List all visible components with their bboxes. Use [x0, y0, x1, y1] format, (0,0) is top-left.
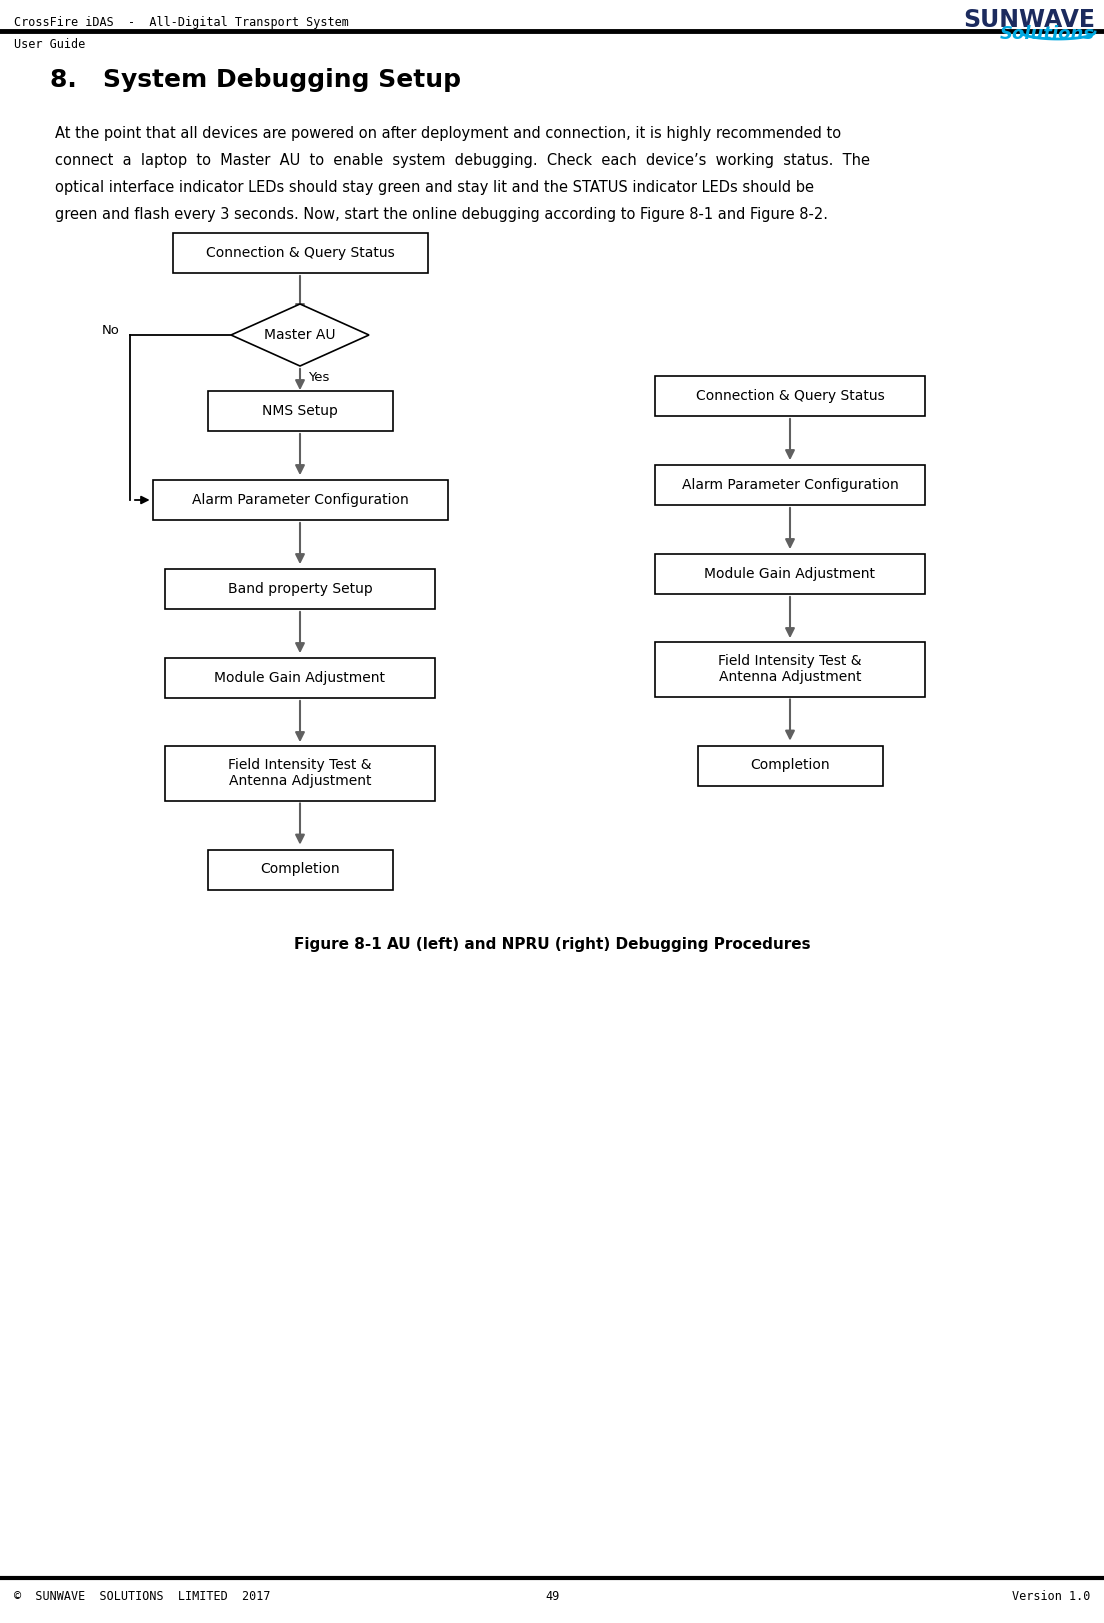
Text: Master AU: Master AU: [264, 328, 336, 342]
FancyBboxPatch shape: [208, 391, 393, 432]
Text: Connection & Query Status: Connection & Query Status: [696, 390, 884, 403]
Text: optical interface indicator LEDs should stay green and stay lit and the STATUS i: optical interface indicator LEDs should …: [55, 180, 814, 195]
Text: NMS Setup: NMS Setup: [262, 404, 338, 419]
Text: Solutions: Solutions: [1000, 24, 1095, 42]
Text: Module Gain Adjustment: Module Gain Adjustment: [214, 670, 385, 685]
Text: Completion: Completion: [751, 758, 830, 773]
Text: Version 1.0: Version 1.0: [1011, 1591, 1090, 1604]
Text: ©  SUNWAVE  SOLUTIONS  LIMITED  2017: © SUNWAVE SOLUTIONS LIMITED 2017: [14, 1591, 270, 1604]
FancyBboxPatch shape: [172, 234, 427, 273]
FancyBboxPatch shape: [698, 745, 882, 786]
Text: At the point that all devices are powered on after deployment and connection, it: At the point that all devices are powere…: [55, 127, 841, 141]
FancyBboxPatch shape: [655, 466, 925, 505]
FancyBboxPatch shape: [164, 570, 435, 609]
FancyBboxPatch shape: [655, 553, 925, 594]
FancyBboxPatch shape: [655, 377, 925, 415]
Text: Alarm Parameter Configuration: Alarm Parameter Configuration: [192, 493, 408, 506]
Text: Field Intensity Test &
Antenna Adjustment: Field Intensity Test & Antenna Adjustmen…: [719, 654, 862, 685]
Text: Completion: Completion: [261, 862, 340, 876]
Text: SUNWAVE: SUNWAVE: [963, 8, 1095, 32]
Text: Yes: Yes: [308, 372, 329, 385]
Text: Connection & Query Status: Connection & Query Status: [205, 247, 394, 260]
Text: Figure 8-1 AU (left) and NPRU (right) Debugging Procedures: Figure 8-1 AU (left) and NPRU (right) De…: [294, 938, 810, 953]
Text: No: No: [102, 325, 120, 338]
Text: 8.   System Debugging Setup: 8. System Debugging Setup: [50, 68, 461, 93]
FancyBboxPatch shape: [208, 849, 393, 889]
Text: Field Intensity Test &
Antenna Adjustment: Field Intensity Test & Antenna Adjustmen…: [229, 758, 372, 789]
Text: green and flash every 3 seconds. Now, start the online debugging according to Fi: green and flash every 3 seconds. Now, st…: [55, 208, 828, 222]
Text: Alarm Parameter Configuration: Alarm Parameter Configuration: [681, 479, 899, 492]
FancyBboxPatch shape: [152, 480, 447, 519]
Text: CrossFire iDAS  -  All-Digital Transport System: CrossFire iDAS - All-Digital Transport S…: [14, 16, 349, 29]
Text: connect  a  laptop  to  Master  AU  to  enable  system  debugging.  Check  each : connect a laptop to Master AU to enable …: [55, 153, 870, 169]
Text: Module Gain Adjustment: Module Gain Adjustment: [704, 566, 875, 581]
FancyBboxPatch shape: [164, 657, 435, 698]
Polygon shape: [231, 304, 369, 367]
FancyBboxPatch shape: [164, 745, 435, 800]
Text: 49: 49: [545, 1591, 559, 1604]
Text: User Guide: User Guide: [14, 37, 85, 50]
Text: Band property Setup: Band property Setup: [227, 583, 372, 596]
FancyBboxPatch shape: [655, 641, 925, 696]
